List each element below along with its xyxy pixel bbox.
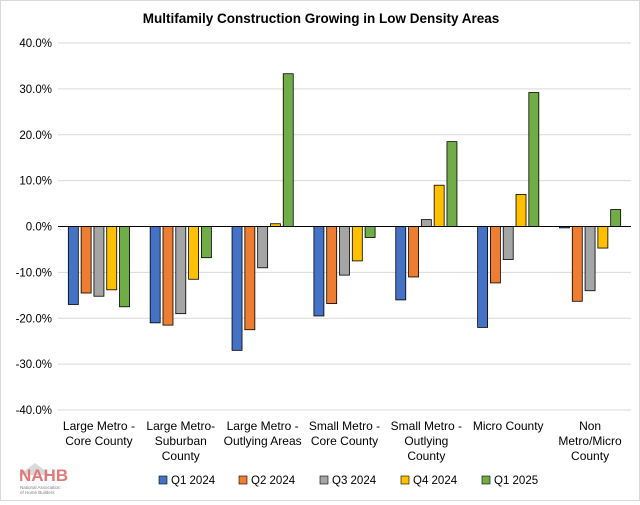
bar — [515, 193, 527, 227]
bar — [528, 92, 540, 227]
bar — [490, 226, 501, 284]
legend-label: Q4 2024 — [413, 475, 458, 487]
bar — [339, 226, 350, 276]
legend-label: Q2 2024 — [251, 475, 296, 487]
y-tick-label: -10.0% — [16, 267, 52, 279]
bar — [231, 226, 243, 351]
bars — [67, 73, 622, 351]
y-tick-label: 40.0% — [19, 38, 52, 50]
bar — [571, 226, 583, 302]
y-tick-label: -20.0% — [16, 313, 52, 325]
bar — [326, 226, 338, 304]
bar — [610, 209, 622, 227]
legend-swatch — [319, 475, 329, 485]
legend-swatch — [481, 475, 491, 485]
bar — [106, 226, 118, 291]
bar — [502, 226, 514, 260]
legend-swatch — [158, 475, 168, 485]
legend-label: Q1 2024 — [171, 475, 216, 487]
bar — [93, 226, 105, 297]
chart-title: Multifamily Construction Growing in Low … — [143, 11, 500, 26]
bar — [80, 226, 92, 294]
bar — [244, 226, 256, 331]
bar — [364, 226, 376, 238]
bar — [313, 226, 325, 317]
nahb-logo: NAHB National Association of Home Builde… — [19, 463, 68, 495]
legend-label: Q3 2024 — [332, 475, 377, 487]
bar — [162, 226, 174, 326]
bar — [597, 226, 609, 249]
x-category-label: Large Metro-Suburban County — [146, 419, 215, 463]
logo-subtitle-line-2: of Home Builders — [20, 490, 55, 495]
x-category-label: Large Metro -Core County — [63, 419, 135, 448]
x-category-label: Small Metro -Outlying County — [391, 419, 462, 463]
bar — [433, 184, 445, 227]
legend: Q1 2024 Q2 2024 Q3 2024 Q4 2024 Q1 2025 — [158, 475, 538, 487]
x-category-label: Small Metro -Core County — [309, 419, 380, 448]
logo-subtitle-line-1: National Association — [20, 485, 61, 490]
bar — [408, 226, 419, 278]
logo-roof-icon — [19, 463, 51, 475]
bar — [257, 226, 269, 269]
bar — [395, 226, 407, 301]
bar — [351, 226, 363, 262]
legend-swatch — [400, 475, 410, 485]
bar — [282, 73, 294, 227]
bar — [420, 219, 432, 227]
y-tick-label: 20.0% — [19, 130, 52, 142]
y-tick-label: 30.0% — [19, 84, 52, 96]
bar — [200, 226, 212, 259]
bar — [175, 226, 187, 315]
legend-swatch — [238, 475, 248, 485]
x-axis: Large Metro -Core County Large Metro-Subu… — [63, 419, 622, 463]
x-category-label: Non Metro/Micro County — [558, 419, 622, 463]
legend-label: Q1 2025 — [494, 475, 538, 487]
x-category-label: Micro County — [473, 419, 544, 433]
bar — [477, 226, 489, 328]
x-category-label: Large Metro -Outlying Areas — [224, 419, 302, 448]
bar — [119, 226, 130, 308]
bar — [67, 226, 79, 305]
logo-text: NAHB — [19, 466, 68, 485]
bar — [446, 141, 458, 227]
y-tick-label: -30.0% — [16, 359, 52, 371]
bar — [584, 226, 596, 292]
y-axis: 40.0% 30.0% 20.0% 10.0% 0.0% -10.0% -20.0% -30.… — [16, 38, 52, 417]
y-tick-label: -40.0% — [16, 405, 52, 417]
y-tick-label: 0.0% — [26, 222, 52, 234]
bar — [188, 226, 199, 280]
y-tick-label: 10.0% — [19, 176, 52, 188]
bar — [149, 226, 161, 324]
